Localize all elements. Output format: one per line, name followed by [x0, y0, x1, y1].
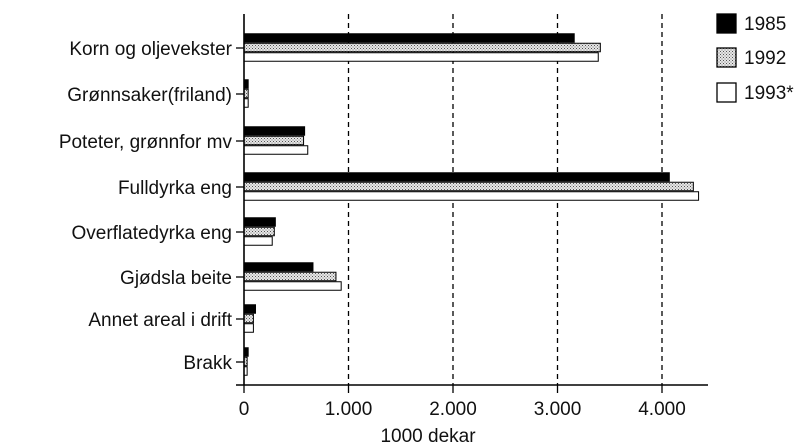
bar-1985-4 — [243, 217, 276, 227]
bar-1985-3 — [243, 172, 670, 182]
bar-1992-2 — [243, 135, 305, 146]
bar-1985-0 — [243, 33, 575, 43]
legend-label-1993: 1993* — [744, 83, 794, 104]
category-label-3: Fulldyrka eng — [118, 178, 232, 199]
x-tick-label-3: 3.000 — [534, 399, 582, 420]
bars — [243, 33, 700, 376]
category-label-1: Grønnsaker(friland) — [67, 85, 232, 106]
bar-1985-6 — [243, 304, 256, 314]
category-label-4: Overflatedyrka eng — [71, 223, 232, 244]
bar-1993-4 — [243, 236, 273, 246]
category-label-6: Annet areal i drift — [88, 310, 232, 331]
x-tick-label-4: 4.000 — [638, 399, 686, 420]
category-label-5: Gjødsla beite — [120, 268, 232, 289]
gridlines — [347, 14, 663, 385]
x-tick-label-1: 1.000 — [325, 399, 373, 420]
legend-swatch-1985 — [716, 13, 737, 34]
legend: 1985 1992 1993* — [716, 13, 794, 104]
bar-1993-2 — [243, 145, 309, 155]
x-axis-title: 1000 dekar — [380, 426, 476, 447]
bar-1992-0 — [243, 42, 601, 53]
category-label-7: Brakk — [183, 353, 232, 374]
legend-label-1985: 1985 — [744, 14, 786, 35]
bar-1992-3 — [243, 181, 694, 192]
legend-label-1992: 1992 — [744, 48, 786, 69]
bar-1992-6 — [243, 313, 254, 324]
bar-1993-3 — [243, 191, 700, 201]
bar-1985-5 — [243, 262, 314, 272]
bar-1985-2 — [243, 126, 306, 136]
bar-1992-5 — [243, 271, 337, 282]
x-tick-label-0: 0 — [239, 399, 250, 420]
category-labels: Korn og oljevekster Grønnsaker(friland) Po… — [59, 39, 233, 374]
bar-1993-0 — [243, 52, 599, 62]
x-tick-labels: 0 1.000 2.000 3.000 4.000 — [239, 399, 686, 420]
category-label-2: Poteter, grønnfor mv — [59, 132, 233, 153]
bar-1992-4 — [243, 226, 275, 237]
axes — [236, 14, 708, 393]
legend-swatch-1992 — [716, 47, 737, 68]
bar-1993-5 — [243, 281, 342, 291]
legend-swatch-1993 — [716, 82, 737, 103]
bar-1993-6 — [243, 323, 254, 333]
category-label-0: Korn og oljevekster — [69, 39, 232, 60]
x-tick-label-2: 2.000 — [429, 399, 477, 420]
